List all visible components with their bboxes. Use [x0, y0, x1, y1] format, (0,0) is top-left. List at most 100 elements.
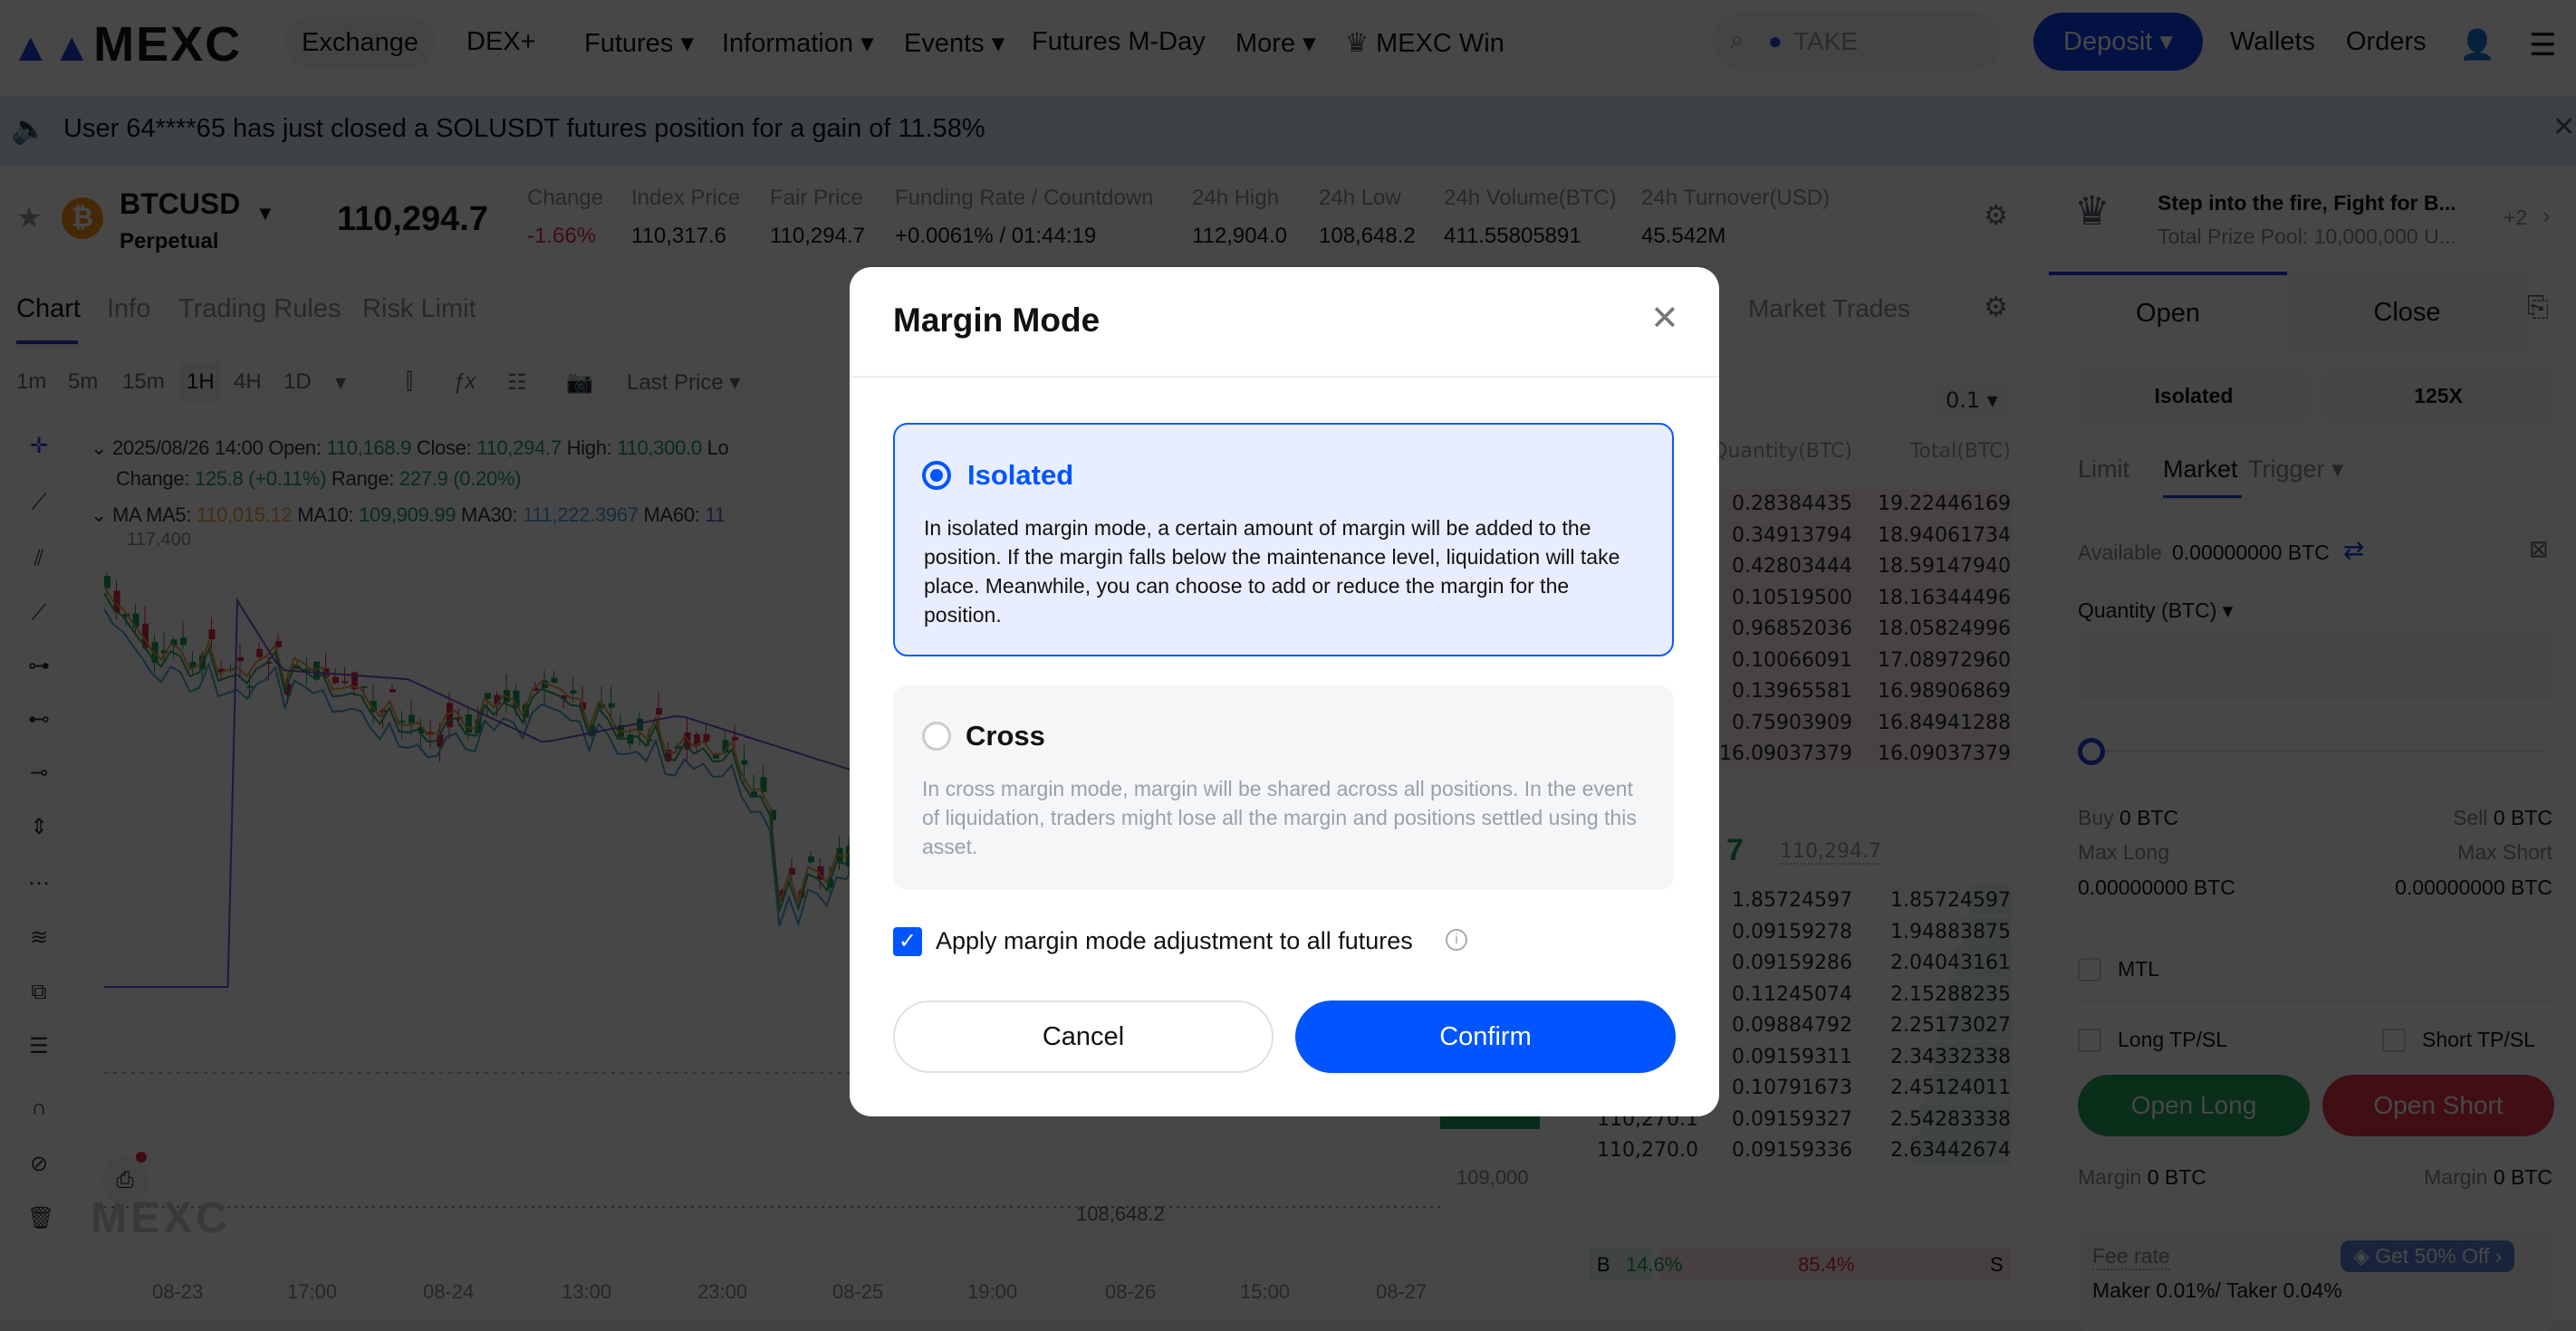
- text-icon[interactable]: ⋯: [28, 871, 50, 895]
- nav-more[interactable]: More ▾: [1235, 29, 1316, 58]
- nav-orders[interactable]: Orders: [2346, 27, 2427, 56]
- ask-total[interactable]: 18.16344496: [1878, 586, 2011, 609]
- screenshot-icon[interactable]: 📷: [566, 370, 593, 395]
- open-short-button[interactable]: Open Short: [2322, 1075, 2554, 1136]
- order-type-market[interactable]: Market: [2163, 455, 2238, 483]
- interval-15m[interactable]: 15m: [122, 369, 165, 394]
- slider-handle[interactable]: [2078, 738, 2105, 765]
- option-isolated[interactable]: Isolated In isolated margin mode, a cert…: [893, 423, 1674, 656]
- symbol-name[interactable]: BTCUSD: [120, 187, 241, 220]
- ticker-settings-icon[interactable]: ⚙: [1984, 201, 2008, 231]
- bid-total[interactable]: 1.85724597: [1890, 889, 2011, 912]
- bid-quantity[interactable]: 0.10791673: [1732, 1077, 1852, 1099]
- ask-total[interactable]: 18.59147940: [1878, 555, 2011, 578]
- crosshair-icon[interactable]: ✛: [29, 434, 49, 458]
- tab-close[interactable]: Close: [2287, 272, 2527, 353]
- ask-quantity[interactable]: 16.09037379: [1719, 742, 1852, 765]
- close-icon[interactable]: ✕: [2552, 112, 2576, 142]
- quantity-input[interactable]: [2078, 632, 2554, 700]
- bid-quantity[interactable]: 0.09159327: [1732, 1107, 1852, 1131]
- favorite-star-icon[interactable]: ★: [16, 201, 43, 234]
- bid-quantity[interactable]: 0.09159286: [1732, 952, 1852, 974]
- candle-type-icon[interactable]: ⫿: [406, 369, 413, 394]
- bid-quantity[interactable]: 0.09884792: [1732, 1014, 1852, 1037]
- fib-icon[interactable]: ≋: [29, 925, 49, 950]
- nav-futures-mday[interactable]: Futures M-Day: [1032, 27, 1206, 56]
- trend-line-icon[interactable]: ⟋: [31, 490, 47, 514]
- nav-exchange[interactable]: Exchange: [285, 16, 435, 69]
- ask-quantity[interactable]: 0.10519500: [1732, 586, 1852, 609]
- tab-chart[interactable]: Chart: [16, 294, 81, 323]
- mexc-logo[interactable]: ▲▲MEXC: [11, 17, 243, 72]
- interval-more-icon[interactable]: ▾: [335, 370, 347, 395]
- order-book-icon[interactable]: ⎘: [2527, 292, 2549, 322]
- price-type-select[interactable]: Last Price ▾: [627, 370, 741, 395]
- tab-risk-limit[interactable]: Risk Limit: [362, 294, 476, 323]
- transfer-icon[interactable]: ⇄: [2343, 536, 2365, 564]
- parallel-channel-icon[interactable]: ⫽: [34, 546, 44, 570]
- bid-total[interactable]: 2.15288235: [1890, 982, 2011, 1006]
- bid-price[interactable]: 110,270.0: [1597, 1139, 1698, 1162]
- indicator-icon[interactable]: ƒx: [453, 369, 476, 394]
- promo-more-badge[interactable]: +2: [2504, 206, 2528, 229]
- nav-futures[interactable]: Futures ▾: [584, 29, 694, 58]
- discount-button[interactable]: ◈ Get 50% Off ›: [2341, 1240, 2515, 1272]
- quantity-label[interactable]: Quantity (BTC) ▾: [2078, 598, 2234, 622]
- short-tpsl-checkbox[interactable]: [2382, 1029, 2406, 1052]
- layers-icon[interactable]: ☰: [29, 1034, 49, 1058]
- nav-information[interactable]: Information ▾: [722, 29, 874, 58]
- leverage-button[interactable]: 125X: [2322, 371, 2554, 421]
- nav-wallets[interactable]: Wallets: [2230, 27, 2315, 56]
- apply-all-label[interactable]: Apply margin mode adjustment to all futu…: [936, 927, 1413, 954]
- radio-unselected-icon[interactable]: [922, 722, 951, 751]
- horizontal-line-icon[interactable]: ⊶: [28, 654, 50, 678]
- order-type-trigger[interactable]: Trigger ▾: [2248, 455, 2344, 483]
- confirm-button[interactable]: Confirm: [1295, 1001, 1676, 1073]
- cancel-button[interactable]: Cancel: [893, 1001, 1274, 1073]
- interval-5m[interactable]: 5m: [68, 369, 99, 394]
- tab-info[interactable]: Info: [107, 294, 151, 323]
- deposit-button[interactable]: Deposit ▾: [2033, 13, 2203, 71]
- fee-label[interactable]: Fee rate: [2092, 1244, 2170, 1270]
- trash-icon[interactable]: 🗑: [27, 1206, 55, 1230]
- ask-total[interactable]: 16.98906869: [1878, 680, 2011, 703]
- ask-total[interactable]: 16.09037379: [1878, 742, 2011, 765]
- menu-icon[interactable]: ☰: [2529, 28, 2557, 62]
- hide-icon[interactable]: ⊘: [29, 1152, 49, 1176]
- nav-mexc-win[interactable]: ♛ MEXC Win: [1345, 29, 1504, 58]
- ask-quantity[interactable]: 0.96852036: [1732, 618, 1852, 640]
- collapse-ma-icon[interactable]: ⌄: [91, 503, 112, 526]
- precision-select[interactable]: 0.1 ▾: [1938, 384, 2005, 417]
- price-range-icon[interactable]: ⊸: [29, 761, 49, 785]
- user-icon[interactable]: 👤: [2459, 28, 2495, 61]
- bid-total[interactable]: 1.94883875: [1890, 920, 2011, 943]
- bid-total[interactable]: 2.63442674: [1890, 1139, 2011, 1162]
- bid-quantity[interactable]: 0.11245074: [1732, 982, 1852, 1006]
- ask-total[interactable]: 16.84941288: [1878, 711, 2011, 734]
- interval-1m[interactable]: 1m: [16, 369, 47, 394]
- search-input[interactable]: ⌕ ● TAKE: [1712, 13, 2002, 71]
- measure-icon[interactable]: ⇕: [29, 815, 49, 839]
- symbol-dropdown-icon[interactable]: ▼: [255, 202, 275, 225]
- interval-1d[interactable]: 1D: [284, 369, 312, 394]
- horizontal-ray-icon[interactable]: ⊷: [28, 707, 50, 732]
- mid-mark-price[interactable]: 110,294.7: [1780, 840, 1881, 865]
- layout-icon[interactable]: ☷: [507, 370, 527, 395]
- bid-quantity[interactable]: 0.09159336: [1732, 1139, 1852, 1162]
- quantity-slider[interactable]: [2078, 738, 2554, 765]
- bid-total[interactable]: 2.45124011: [1890, 1077, 2011, 1099]
- bid-quantity[interactable]: 0.09159278: [1732, 920, 1852, 943]
- long-tpsl-checkbox[interactable]: [2078, 1029, 2101, 1052]
- bid-quantity[interactable]: 1.85724597: [1732, 889, 1852, 912]
- bid-total[interactable]: 2.54283338: [1890, 1107, 2011, 1131]
- interval-1h[interactable]: 1H: [179, 362, 222, 402]
- bid-total[interactable]: 2.25173027: [1890, 1014, 2011, 1037]
- calculator-icon[interactable]: ⊠: [2529, 535, 2549, 562]
- nav-events[interactable]: Events ▾: [904, 29, 1005, 58]
- market-trades-tab[interactable]: Market Trades: [1748, 294, 1910, 322]
- ask-quantity[interactable]: 0.28384435: [1732, 493, 1852, 515]
- announcement-text[interactable]: User 64****65 has just closed a SOLUSDT …: [63, 114, 985, 143]
- ask-quantity[interactable]: 0.42803444: [1732, 555, 1852, 578]
- ray-icon[interactable]: ⟋: [31, 600, 47, 625]
- apply-all-checkbox[interactable]: ✓: [893, 927, 922, 956]
